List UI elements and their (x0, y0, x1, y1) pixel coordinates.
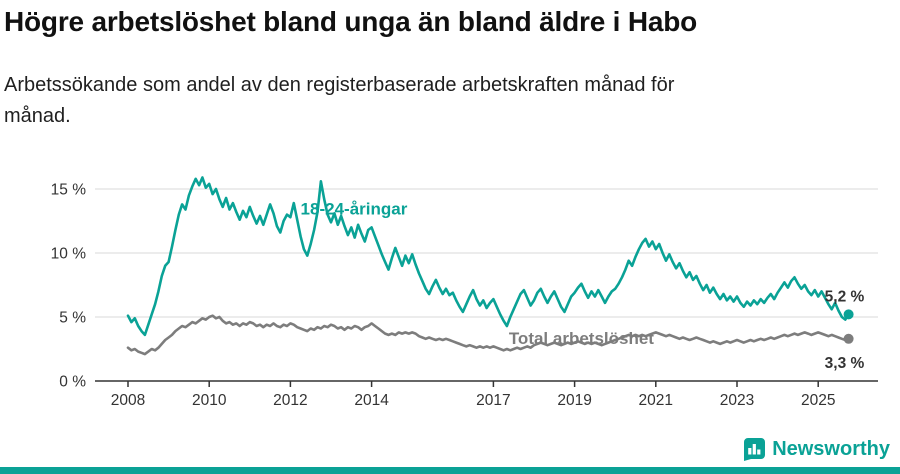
x-tick-label: 2008 (111, 392, 145, 409)
end-value-label-1: 5,2 % (825, 288, 865, 305)
x-tick-label: 2017 (476, 392, 510, 409)
series-line-2 (126, 314, 850, 356)
brand-bottom-bar (0, 467, 900, 474)
x-tick-label: 2012 (273, 392, 307, 409)
y-tick-label: 15 % (51, 182, 87, 199)
y-tick-label: 5 % (59, 310, 86, 327)
end-value-label-2: 3,3 % (825, 355, 865, 372)
x-tick-label: 2010 (192, 392, 227, 409)
x-tick-label: 2014 (354, 392, 389, 409)
series-line-1 (126, 176, 850, 337)
y-tick-label: 10 % (51, 246, 87, 263)
x-tick-label: 2019 (557, 392, 591, 409)
newsworthy-logo: Newsworthy (742, 437, 890, 461)
page-title: Högre arbetslöshet bland unga än bland ä… (4, 6, 698, 37)
x-tick-label: 2021 (639, 392, 673, 409)
newsworthy-logo-icon (744, 438, 766, 461)
series-end-dot-2 (843, 333, 854, 344)
chart-subtitle: Arbetssökande som andel av den registerb… (4, 74, 675, 127)
series-end-dot-1 (843, 309, 854, 320)
x-tick-label: 2025 (801, 392, 835, 409)
y-tick-label: 0 % (59, 374, 86, 391)
x-tick-label: 2023 (720, 392, 754, 409)
series-label-2: Total arbetslöshet (509, 329, 654, 348)
series-label-1: 18-24-åringar (301, 200, 408, 219)
newsworthy-logo-text: Newsworthy (772, 437, 890, 460)
